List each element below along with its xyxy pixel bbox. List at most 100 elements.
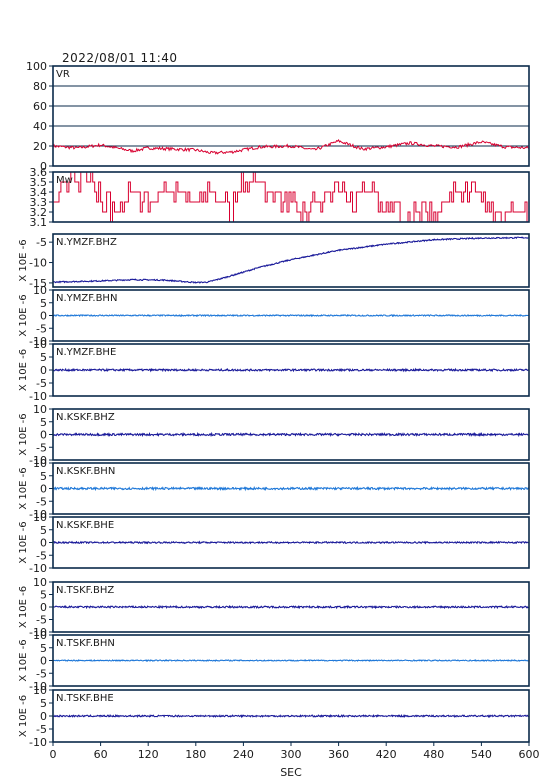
- y-tick-label: 5: [40, 416, 47, 429]
- panel-frame: [52, 171, 530, 223]
- y-tick-label: 0: [40, 310, 47, 323]
- y-tick-label: 10: [33, 576, 47, 589]
- series-line: [52, 313, 529, 318]
- y-axis-label: X 10E -6: [18, 239, 29, 281]
- y-tick-label: 60: [33, 100, 47, 113]
- y-axis-label: X 10E -6: [18, 521, 29, 563]
- y-axis-label: X 10E -6: [18, 639, 29, 681]
- y-tick-label: 20: [33, 140, 47, 153]
- series-line: [52, 138, 530, 155]
- y-tick-label: 10: [33, 338, 47, 351]
- y-tick-label: -5: [36, 377, 47, 390]
- panel-label: N.TSKF.BHZ: [56, 585, 114, 596]
- y-tick-label: -10: [29, 390, 47, 403]
- y-tick-label: 100: [26, 60, 47, 73]
- panel-label: N.YMZF.BHE: [56, 347, 116, 358]
- x-tick-label: 480: [423, 748, 444, 761]
- y-tick-label: 80: [33, 80, 47, 93]
- y-tick-label: 5: [40, 642, 47, 655]
- y-tick-label: 5: [40, 297, 47, 310]
- panel-frame: [52, 65, 530, 167]
- x-tick-label: 600: [519, 748, 540, 761]
- y-tick-label: -5: [36, 441, 47, 454]
- y-tick-label: 5: [40, 697, 47, 710]
- y-tick-label: -10: [29, 508, 47, 521]
- y-tick-label: 5: [40, 524, 47, 537]
- y-tick-label: -5: [36, 549, 47, 562]
- series-line: [53, 236, 529, 284]
- series-line: [52, 431, 529, 438]
- y-tick-label: 10: [33, 284, 47, 297]
- y-axis-label: X 10E -6: [18, 413, 29, 455]
- y-tick-label: 0: [40, 601, 47, 614]
- panel-label: N.TSKF.BHN: [56, 638, 115, 649]
- y-tick-label: -5: [36, 667, 47, 680]
- y-tick-label: -10: [29, 562, 47, 575]
- panel-label: VR: [56, 69, 70, 80]
- series-line: [52, 367, 529, 373]
- y-axis-label: X 10E -6: [18, 349, 29, 391]
- panel-label: Mw: [56, 175, 73, 186]
- y-tick-label: 0: [40, 364, 47, 377]
- panel-label: N.KSKF.BHE: [56, 520, 114, 531]
- panel-label: N.KSKF.BHZ: [56, 412, 115, 423]
- y-axis-label: X 10E -6: [18, 467, 29, 509]
- series-line: [52, 604, 529, 610]
- x-axis: 0 60 120 180 240 300 360 420 480 540 600: [50, 742, 540, 761]
- y-tick-label: 0: [40, 710, 47, 723]
- x-tick-label: 240: [233, 748, 254, 761]
- x-tick-label: 0: [50, 748, 57, 761]
- panel-frame: [52, 233, 530, 288]
- panel-mw: Mw 3.13.23.33.43.53.6: [30, 166, 530, 229]
- y-tick-label: 10: [33, 684, 47, 697]
- panel-label: N.TSKF.BHE: [56, 693, 114, 704]
- y-tick-label: 5: [40, 589, 47, 602]
- y-tick-label: 5: [40, 351, 47, 364]
- series-line: [53, 171, 529, 223]
- x-tick-label: 360: [328, 748, 349, 761]
- y-tick-label: 10: [33, 511, 47, 524]
- panel-stack: VR020406080100Mw3.13.23.33.43.53.6N.YMZF…: [18, 60, 540, 761]
- y-tick-label: 40: [33, 120, 47, 133]
- y-tick-label: 0: [40, 655, 47, 668]
- y-tick-label: 0: [40, 537, 47, 550]
- y-tick-label: 3.1: [30, 216, 48, 229]
- x-tick-label: 180: [185, 748, 206, 761]
- panel-label: N.KSKF.BHN: [56, 466, 115, 477]
- panel-label: N.YMZF.BHN: [56, 293, 117, 304]
- y-tick-label: 0: [40, 160, 47, 173]
- y-tick-label: 10: [33, 629, 47, 642]
- y-tick-label: 10: [33, 403, 47, 416]
- series-line: [52, 713, 529, 719]
- y-tick-label: -10: [29, 736, 47, 749]
- y-tick-label: -10: [29, 257, 47, 270]
- x-axis-label: SEC: [280, 766, 302, 779]
- plot-title: 2022/08/01 11:40: [62, 51, 178, 65]
- x-tick-label: 300: [281, 748, 302, 761]
- panel-vr: VR 0 20 40 60 80 100: [26, 60, 530, 173]
- y-tick-label: 0: [40, 483, 47, 496]
- panel-n-ymzf-bhz: N.YMZF.BHZ -5 -10 -15X 10E -6: [18, 233, 530, 290]
- panel-label: N.YMZF.BHZ: [56, 237, 117, 248]
- series-line: [52, 485, 529, 492]
- x-tick-label: 60: [94, 748, 108, 761]
- y-tick-label: -5: [36, 322, 47, 335]
- y-tick-label: -15: [29, 277, 47, 290]
- series-line: [52, 659, 529, 662]
- y-tick-label: 0: [40, 429, 47, 442]
- y-tick-label: -10: [29, 454, 47, 467]
- y-tick-label: 10: [33, 457, 47, 470]
- y-tick-label: -5: [36, 236, 47, 249]
- series-line: [52, 540, 529, 545]
- y-tick-label: 5: [40, 470, 47, 483]
- y-tick-label: 3.6: [30, 166, 48, 179]
